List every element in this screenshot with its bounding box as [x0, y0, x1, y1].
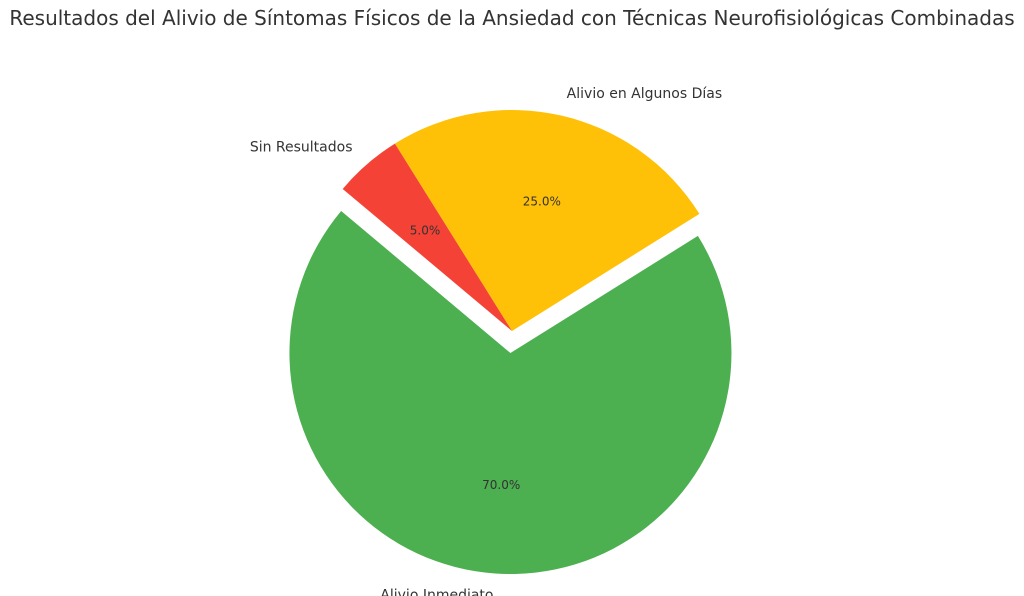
slice-label-alivio-en-algunos-dias: Alivio en Algunos Días: [567, 86, 722, 102]
slice-label-sin-resultados: Sin Resultados: [250, 140, 353, 156]
pie-slice-sin-resultados: [342, 143, 512, 331]
slice-percent-alivio-en-algunos-dias: 25.0%: [523, 194, 561, 208]
slice-percent-sin-resultados: 5.0%: [410, 223, 441, 237]
chart-title: Resultados del Alivio de Síntomas Físico…: [9, 6, 1015, 30]
pie-slice-alivio-inmediato: [289, 210, 732, 575]
slice-percent-alivio-inmediato: 70.0%: [482, 478, 520, 492]
slice-label-alivio-inmediato: Alivio Inmediato: [380, 588, 493, 596]
pie-slice-alivio-en-algunos-dias: [394, 109, 700, 332]
